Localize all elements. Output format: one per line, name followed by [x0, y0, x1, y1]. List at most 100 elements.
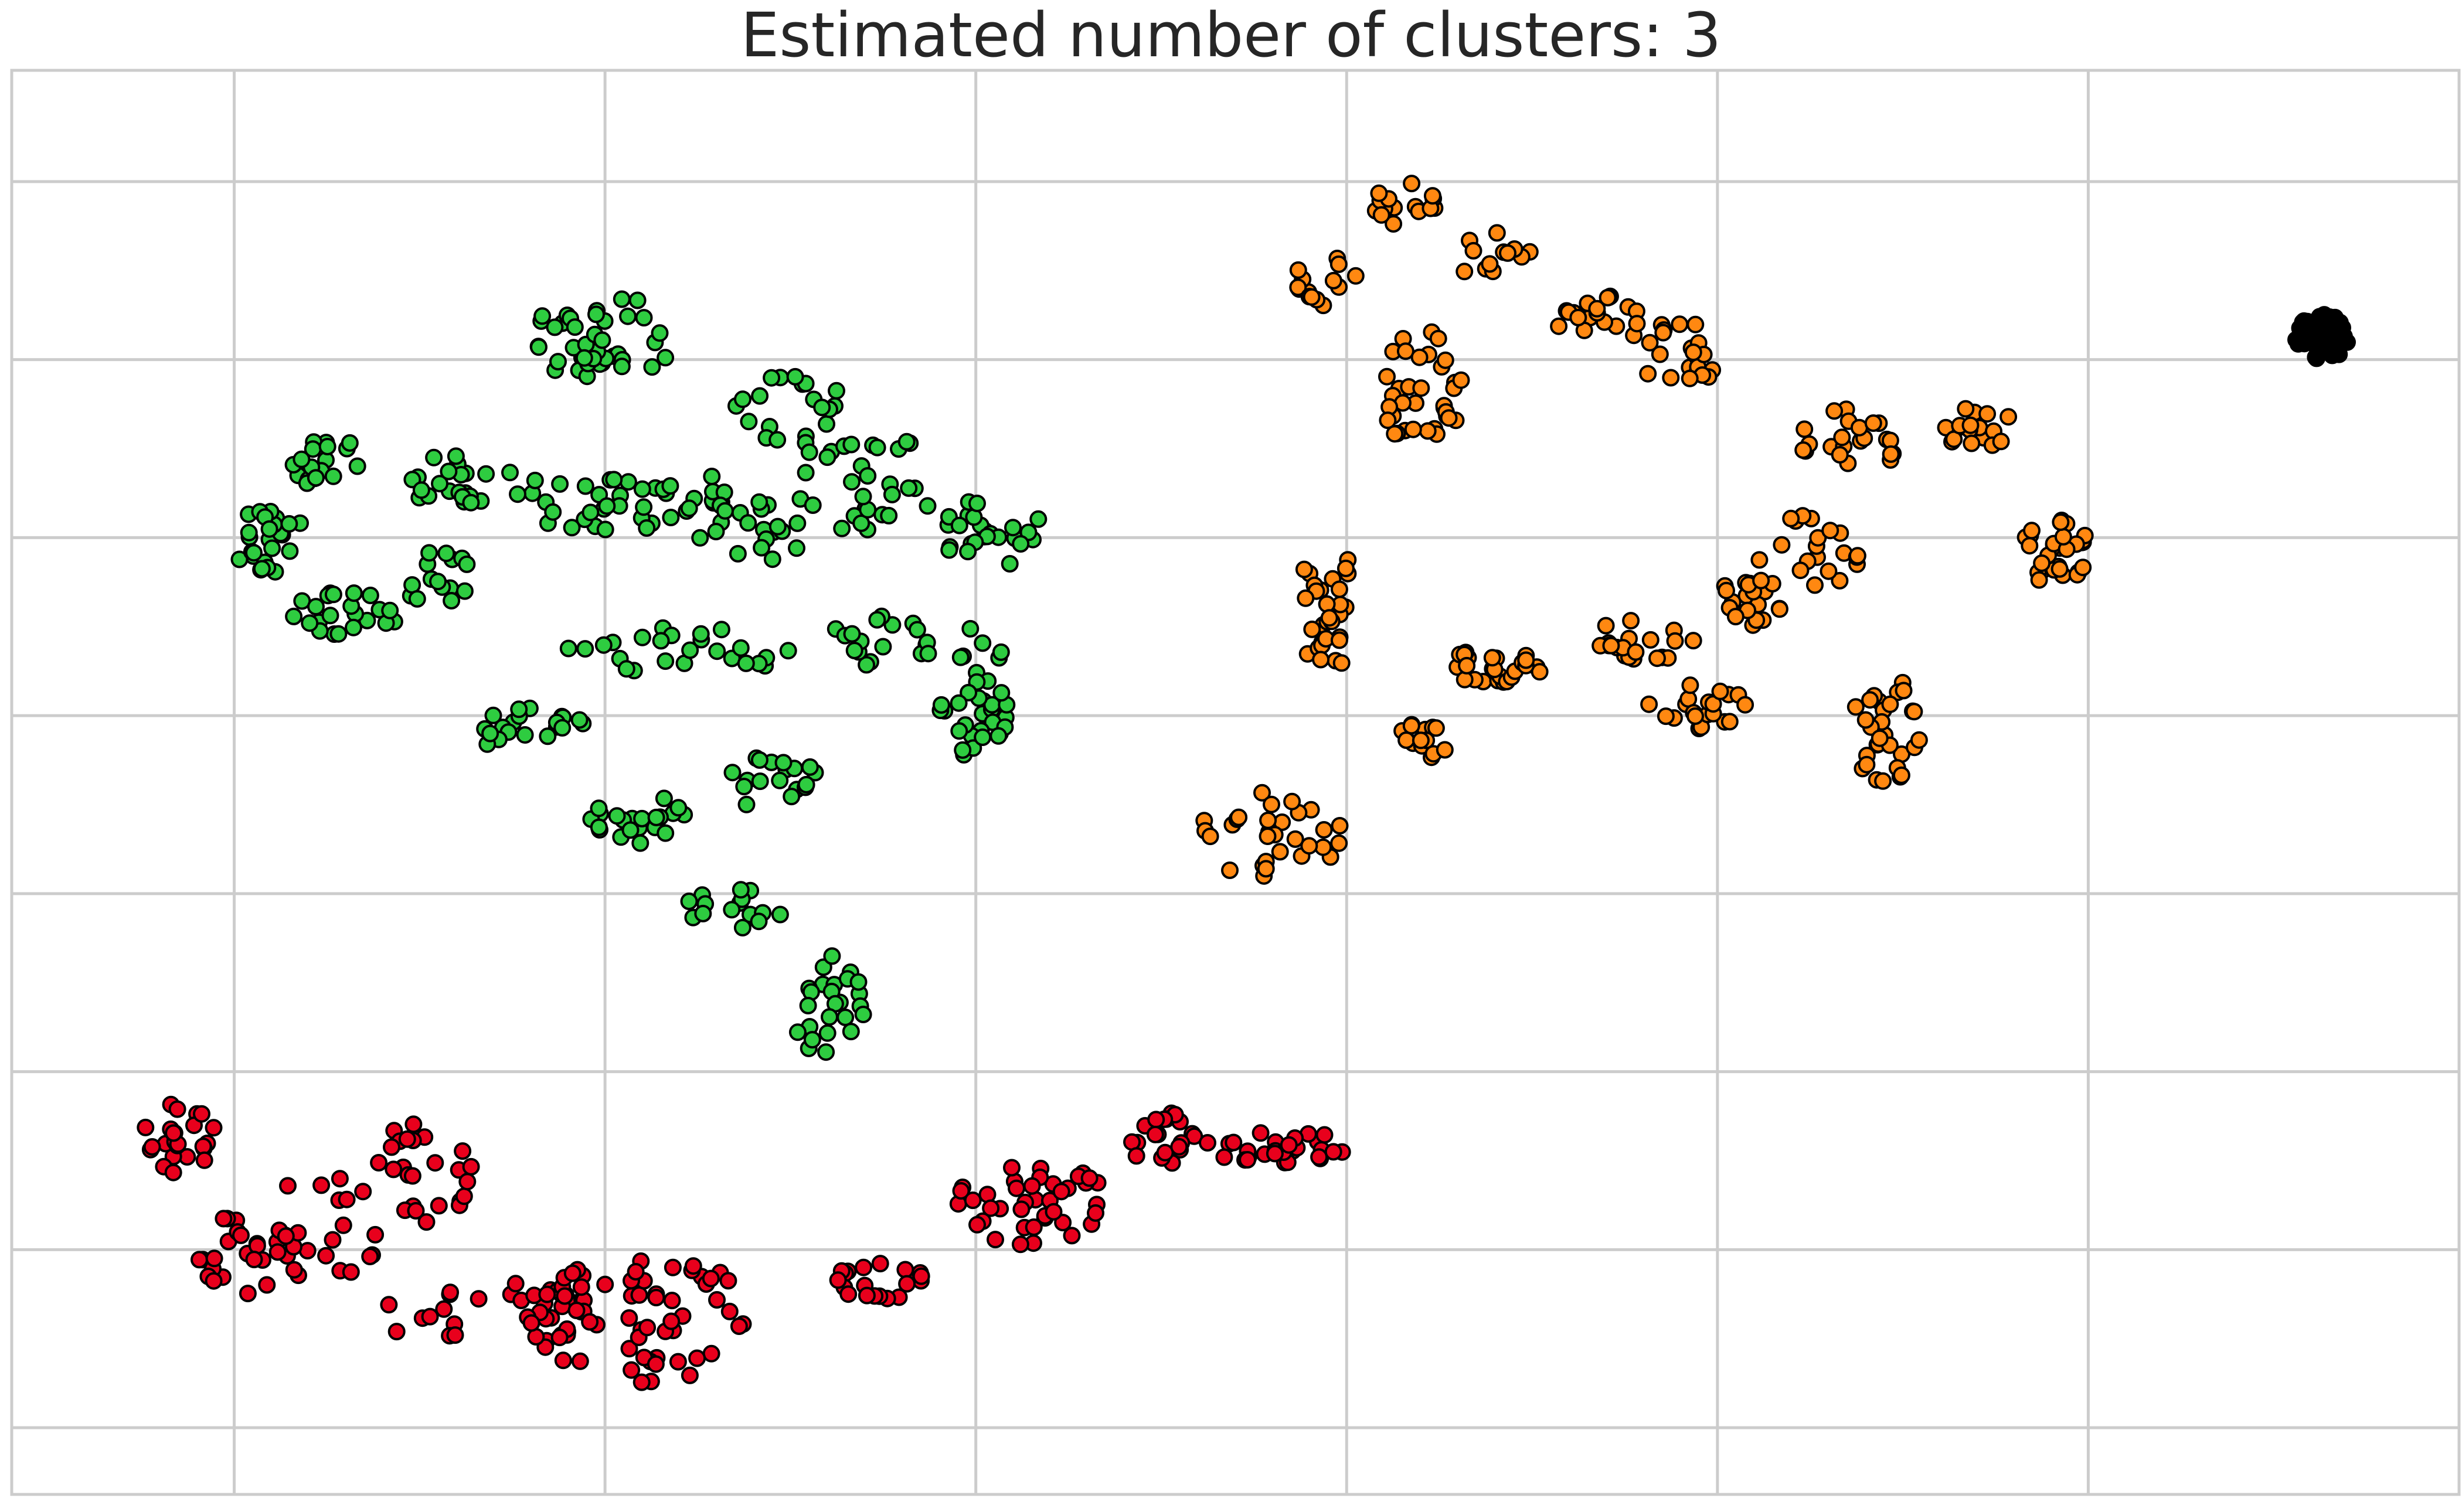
data-point-red: [858, 1286, 876, 1305]
data-point-orange: [1791, 561, 1810, 580]
data-point-red: [1315, 1126, 1334, 1144]
data-point-red: [719, 1272, 737, 1290]
data-point-green: [703, 468, 721, 485]
data-point-red: [1045, 1203, 1063, 1221]
data-point-orange: [1588, 299, 1606, 318]
data-point-green: [307, 598, 325, 616]
data-point-green: [692, 625, 710, 643]
data-point-green: [771, 771, 789, 789]
data-point-orange: [1303, 288, 1321, 306]
series-green: [230, 290, 1048, 1061]
data-point-orange: [1429, 329, 1447, 348]
data-point-green: [842, 435, 861, 454]
data-point-green: [458, 555, 476, 573]
data-point-orange: [1773, 536, 1791, 554]
data-point-orange: [1397, 731, 1416, 749]
data-point-green: [774, 754, 793, 772]
data-point-red: [232, 1226, 250, 1244]
data-point-red: [426, 1154, 444, 1172]
data-point-red: [630, 1286, 648, 1304]
data-point-orange: [1681, 369, 1699, 387]
data-point-green: [707, 523, 725, 540]
data-point-green: [635, 498, 653, 516]
data-point-orange: [1517, 651, 1535, 669]
data-point-green: [613, 357, 631, 376]
grid-layer: [12, 70, 2459, 1494]
data-point-green: [431, 475, 448, 493]
data-point-green: [280, 515, 298, 533]
data-point-orange: [1856, 711, 1875, 729]
data-point-red: [417, 1213, 436, 1231]
data-point-green: [751, 772, 769, 791]
data-point-orange: [1427, 719, 1445, 737]
data-point-red: [720, 1302, 739, 1320]
data-point-red: [430, 1197, 448, 1215]
data-point-orange: [1905, 703, 1923, 721]
data-point-green: [868, 438, 886, 457]
data-point-orange: [1312, 651, 1330, 669]
data-point-red: [454, 1142, 472, 1160]
data-point-red: [684, 1257, 702, 1275]
data-point-orange: [1782, 509, 1800, 527]
data-point-red: [620, 1340, 638, 1358]
data-point-red: [567, 1302, 586, 1319]
data-point-orange: [1458, 656, 1476, 675]
data-point-red: [1199, 1134, 1216, 1152]
data-point-red: [647, 1289, 665, 1307]
data-point-green: [771, 905, 789, 924]
data-point-red: [669, 1353, 687, 1371]
data-point-orange: [1372, 206, 1390, 224]
data-point-red: [312, 1176, 331, 1194]
data-point-orange: [1720, 713, 1739, 731]
data-point-red: [338, 1190, 356, 1208]
data-point-green: [836, 1009, 855, 1026]
data-point-green: [874, 638, 892, 656]
data-point-green: [253, 560, 271, 578]
data-point-green: [950, 694, 968, 712]
data-point-red: [982, 1199, 1000, 1217]
data-point-green: [751, 387, 769, 405]
data-point-green: [737, 795, 756, 813]
data-point-red: [404, 1115, 423, 1133]
data-point-red: [855, 1258, 873, 1276]
data-point-orange: [1895, 682, 1913, 700]
data-point-green: [960, 683, 978, 701]
data-point-red: [506, 1275, 525, 1293]
data-point-green: [539, 727, 557, 745]
data-point-orange: [1999, 408, 2018, 426]
data-point-green: [768, 431, 787, 449]
data-point-green: [974, 728, 992, 746]
data-point-red: [370, 1154, 388, 1172]
data-point-green: [919, 645, 937, 663]
data-point-red: [168, 1100, 186, 1118]
data-point-green: [230, 550, 249, 568]
data-point-red: [441, 1283, 460, 1302]
data-point-orange: [1386, 425, 1404, 443]
data-point-red: [1087, 1204, 1104, 1222]
data-point-orange: [1412, 731, 1430, 750]
data-point-red: [1023, 1177, 1041, 1195]
data-point-red: [383, 1138, 400, 1156]
data-point-green: [381, 601, 399, 619]
data-point-black: [2287, 331, 2305, 349]
data-point-orange: [1622, 612, 1640, 630]
data-point-red: [1252, 1124, 1270, 1142]
data-point-red: [446, 1326, 464, 1344]
data-point-orange: [1597, 617, 1615, 635]
data-point-red: [912, 1267, 930, 1285]
data-point-orange: [1684, 632, 1702, 650]
data-point-red: [1008, 1179, 1025, 1197]
data-point-orange: [2021, 537, 2039, 555]
data-point-orange: [1303, 620, 1321, 638]
data-point-green: [797, 464, 815, 482]
data-point-green: [783, 788, 801, 806]
data-point-green: [643, 358, 661, 376]
data-point-orange: [1641, 333, 1659, 352]
data-point-red: [279, 1177, 297, 1195]
data-point-orange: [1657, 707, 1675, 726]
data-point-green: [974, 634, 992, 652]
data-point-green: [662, 509, 680, 526]
data-point-red: [638, 1319, 657, 1337]
data-point-green: [788, 1023, 807, 1041]
data-point-orange: [1641, 631, 1660, 649]
